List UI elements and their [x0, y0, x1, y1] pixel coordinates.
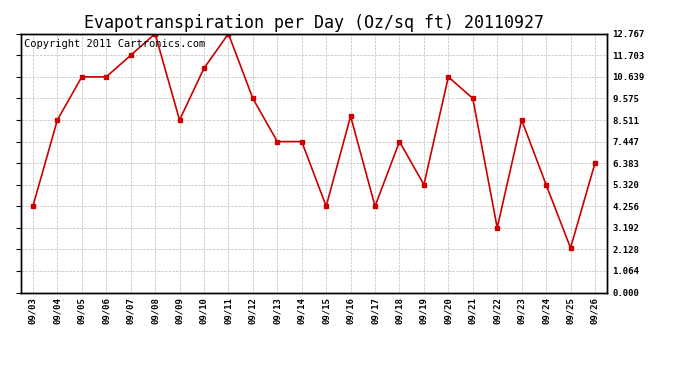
Title: Evapotranspiration per Day (Oz/sq ft) 20110927: Evapotranspiration per Day (Oz/sq ft) 20… — [84, 14, 544, 32]
Text: Copyright 2011 Cartronics.com: Copyright 2011 Cartronics.com — [23, 39, 205, 49]
